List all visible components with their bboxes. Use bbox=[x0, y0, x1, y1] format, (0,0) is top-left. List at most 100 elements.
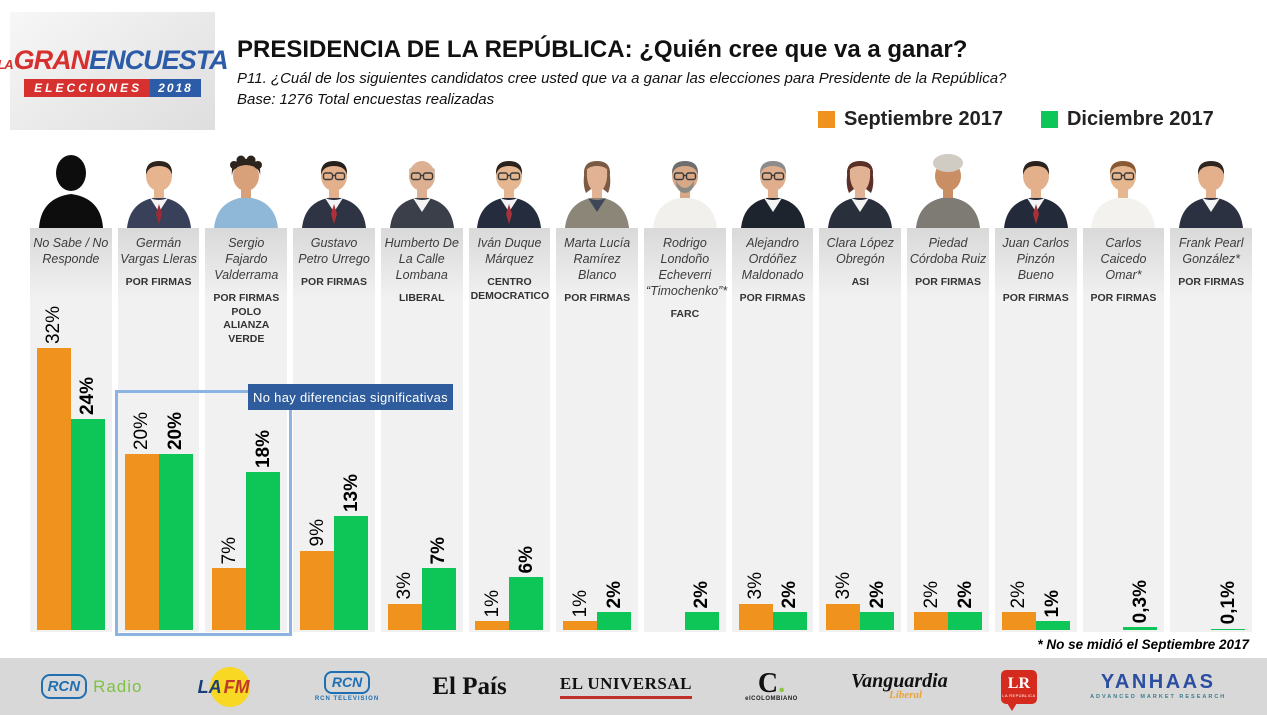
value-label-diciembre: 2% bbox=[603, 580, 625, 609]
candidate-panel: Piedad Córdoba Ruiz POR FIRMAS 2% 2% bbox=[907, 228, 989, 632]
chart-legend: Septiembre 2017 Diciembre 2017 bbox=[818, 108, 1214, 131]
survey-base: Base: 1276 Total encuestas realizadas bbox=[237, 91, 495, 108]
candidate-column: Clara López Obregón ASI 3% 2% bbox=[819, 150, 902, 632]
diciembre-swatch-icon bbox=[1040, 111, 1058, 128]
candidate-photo bbox=[205, 150, 287, 228]
candidate-party: POR FIRMAS bbox=[915, 276, 981, 288]
bar-diciembre bbox=[772, 612, 807, 630]
bar-diciembre bbox=[948, 612, 983, 630]
candidate-avatar-icon bbox=[126, 161, 191, 228]
candidate-column: Piedad Córdoba Ruiz POR FIRMAS 2% 2% bbox=[907, 150, 989, 632]
bar-pair: 3% 7% bbox=[381, 537, 463, 630]
candidate-column: Alejandro Ordóñez Maldonado POR FIRMAS 3% 2… bbox=[731, 150, 814, 632]
candidate-photo bbox=[293, 150, 375, 228]
candidate-avatar-icon bbox=[302, 161, 367, 228]
bar-septiembre bbox=[124, 454, 159, 630]
logo-el-colombiano: C. elCOLOMBIANO bbox=[745, 669, 798, 702]
candidate-name: Piedad Córdoba Ruiz bbox=[909, 236, 987, 266]
candidate-avatar-icon bbox=[652, 161, 717, 228]
bar-unit-diciembre: 6% bbox=[509, 545, 544, 630]
bar-unit-diciembre: 2% bbox=[860, 581, 895, 630]
bar-septiembre bbox=[300, 550, 335, 630]
la-fm-circle-icon bbox=[209, 666, 250, 707]
logo-elecciones-text: ELECCIONES bbox=[24, 79, 151, 97]
candidate-photo bbox=[556, 150, 638, 228]
legend-item-septiembre: Septiembre 2017 bbox=[818, 108, 1003, 131]
candidate-party: LIBERAL bbox=[398, 292, 445, 304]
bar-unit-diciembre: 0,3% bbox=[1123, 580, 1158, 630]
candidate-name: Gustavo Petro Urrego bbox=[298, 236, 370, 266]
candidate-column: Humberto De La Calle Lombana LIBERAL 3% 7% bbox=[380, 150, 463, 632]
candidate-column: Juan Carlos Pinzón Bueno POR FIRMAS 2% 1% bbox=[994, 150, 1077, 632]
legend-label-diciembre: Diciembre 2017 bbox=[1066, 108, 1214, 130]
candidate-name: Marta Lucía Ramírez Blanco bbox=[564, 236, 631, 282]
candidate-panel: Sergio Fajardo Valderrama POR FIRMAS POLO… bbox=[205, 228, 288, 632]
candidate-column: Rodrigo Londoño Echeverri “Timochenko”* F… bbox=[644, 150, 727, 632]
candidate-photo bbox=[644, 150, 726, 228]
candidate-name: Clara López Obregón bbox=[826, 236, 895, 266]
candidate-panel: Clara López Obregón ASI 3% 2% bbox=[819, 228, 902, 632]
candidate-avatar-icon bbox=[214, 155, 279, 228]
bar-pair: 1% 2% bbox=[556, 581, 638, 630]
value-label-diciembre: 2% bbox=[779, 580, 801, 609]
candidate-party: POR FIRMAS bbox=[125, 276, 192, 288]
yanhaas-wordmark: YANHAAS bbox=[1100, 671, 1216, 694]
bar-pair: 3% 2% bbox=[819, 572, 901, 630]
candidate-party: POR FIRMAS bbox=[301, 276, 367, 288]
candidate-name: Juan Carlos Pinzón Bueno bbox=[1002, 236, 1070, 282]
bar-pair: 2% 2% bbox=[907, 581, 989, 630]
bar-unit-septiembre: 1% bbox=[475, 590, 510, 630]
value-label-diciembre: 6% bbox=[515, 545, 537, 574]
candidate-avatar-icon bbox=[389, 161, 454, 228]
value-label-septiembre: 3% bbox=[832, 572, 854, 600]
value-label-septiembre: 32% bbox=[43, 306, 65, 345]
candidate-name: Frank Pearl González* bbox=[1178, 236, 1244, 266]
logo-la-text: LA bbox=[0, 57, 14, 72]
bar-unit-septiembre: 9% bbox=[300, 519, 335, 630]
bar-septiembre bbox=[212, 568, 247, 630]
bar-unit-septiembre: 2% bbox=[914, 581, 949, 630]
yanhaas-tagline: ADVANCED MARKET RESEARCH bbox=[1090, 694, 1227, 701]
bar-unit-diciembre: 2% bbox=[772, 580, 807, 630]
candidate-avatar-icon bbox=[565, 161, 630, 228]
bar-unit-diciembre: 24% bbox=[70, 377, 105, 630]
candidate-panel: Humberto De La Calle Lombana LIBERAL 3% 7% bbox=[380, 228, 463, 632]
candidate-name: No Sabe / No Responde bbox=[33, 236, 109, 266]
candidate-photo bbox=[732, 150, 814, 228]
candidate-name: Sergio Fajardo Valderrama bbox=[214, 236, 279, 282]
vanguardia-liberal-label: Liberal bbox=[889, 689, 922, 702]
value-label-diciembre: 2% bbox=[691, 580, 713, 609]
bar-diciembre bbox=[860, 612, 895, 630]
rcn-radio-icon: RCN bbox=[40, 674, 88, 699]
candidate-panel: Gustavo Petro Urrego POR FIRMAS 9% 13% bbox=[293, 228, 375, 632]
no-significant-difference-outline bbox=[115, 390, 292, 636]
bar-septiembre bbox=[738, 603, 773, 630]
candidate-party: POR FIRMAS POLO ALIANZA VERDE bbox=[213, 292, 280, 345]
candidate-panel: Rodrigo Londoño Echeverri “Timochenko”* F… bbox=[644, 228, 727, 632]
candidate-name: Alejandro Ordóñez Maldonado bbox=[741, 236, 804, 282]
candidate-photo bbox=[995, 150, 1077, 228]
bar-unit-septiembre: 3% bbox=[738, 572, 773, 630]
logo-year-text: 2018 bbox=[150, 79, 201, 97]
bar-diciembre bbox=[70, 418, 105, 630]
candidate-column: Marta Lucía Ramírez Blanco POR FIRMAS 1% 2% bbox=[556, 150, 639, 632]
candidate-avatar-icon bbox=[1091, 161, 1156, 228]
bar-unit-septiembre: 1% bbox=[563, 590, 598, 630]
bar-unit-diciembre: 1% bbox=[1035, 590, 1070, 630]
candidate-photo bbox=[469, 150, 551, 228]
bar-pair: 9% 13% bbox=[293, 474, 375, 630]
candidate-party: FARC bbox=[670, 308, 700, 320]
candidate-photo bbox=[1083, 150, 1165, 228]
candidate-photo bbox=[381, 150, 463, 228]
candidate-column: Gustavo Petro Urrego POR FIRMAS 9% 13% bbox=[293, 150, 375, 632]
candidate-panel: Juan Carlos Pinzón Bueno POR FIRMAS 2% 1% bbox=[994, 228, 1077, 632]
gran-encuesta-logo: LAGRANENCUESTA ELECCIONES 2018 bbox=[0, 12, 229, 130]
candidate-avatar-icon bbox=[740, 161, 805, 228]
candidate-column: Iván Duque Márquez CENTRO DEMOCRATICO 1% 6% bbox=[468, 150, 551, 632]
bar-unit-diciembre: 20% bbox=[158, 412, 193, 630]
bar-diciembre bbox=[1211, 628, 1246, 630]
candidate-name: Germán Vargas Lleras bbox=[120, 236, 197, 266]
value-label-diciembre: 0,3% bbox=[1129, 580, 1151, 624]
bar-unit-diciembre: 2% bbox=[684, 580, 719, 630]
candidate-column: Frank Pearl González* POR FIRMAS 0,1% bbox=[1170, 150, 1253, 632]
